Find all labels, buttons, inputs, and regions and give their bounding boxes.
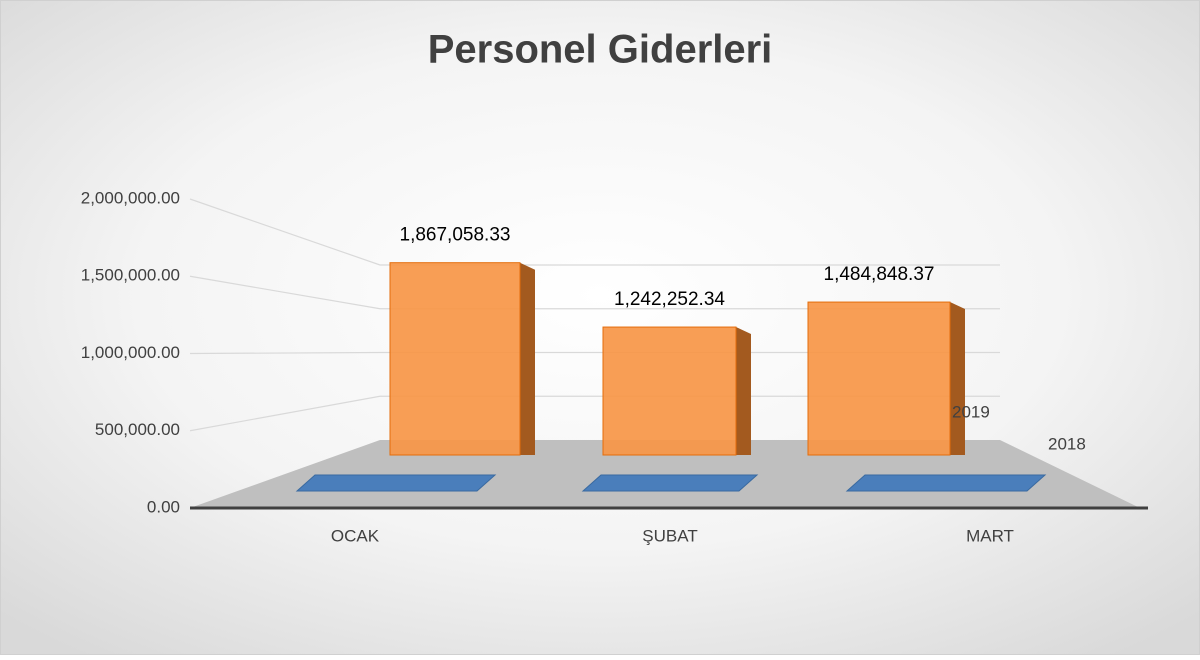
data-label: 1,867,058.33 bbox=[400, 225, 511, 246]
x-tick-label: MART bbox=[966, 526, 1014, 545]
grid-line bbox=[189, 275, 1000, 310]
bar bbox=[602, 326, 737, 456]
bar bbox=[581, 474, 759, 492]
bar bbox=[295, 474, 497, 492]
x-tick-label: OCAK bbox=[331, 526, 380, 545]
y-tick-label: 1,500,000.00 bbox=[81, 266, 180, 285]
bar bbox=[845, 474, 1047, 492]
y-tick-label: 500,000.00 bbox=[95, 420, 180, 439]
chart-title: Personel Giderleri bbox=[428, 28, 773, 72]
x-tick-label: ŞUBAT bbox=[642, 526, 697, 545]
series-label: 2018 bbox=[1048, 434, 1086, 453]
bar-side bbox=[950, 302, 965, 455]
bar-side bbox=[736, 327, 751, 455]
y-tick-label: 0.00 bbox=[147, 497, 180, 516]
data-label: 1,484,848.37 bbox=[824, 264, 935, 285]
y-tick-label: 1,000,000.00 bbox=[81, 343, 180, 362]
bar-side bbox=[520, 262, 535, 455]
y-tick-label: 2,000,000.00 bbox=[81, 188, 180, 207]
bar bbox=[807, 301, 951, 456]
grid-line bbox=[189, 198, 1000, 266]
grid-line bbox=[189, 395, 1000, 432]
bar bbox=[389, 262, 521, 456]
grid-line bbox=[189, 351, 1000, 355]
data-label: 1,242,252.34 bbox=[614, 289, 725, 310]
series-label: 2019 bbox=[952, 402, 990, 421]
